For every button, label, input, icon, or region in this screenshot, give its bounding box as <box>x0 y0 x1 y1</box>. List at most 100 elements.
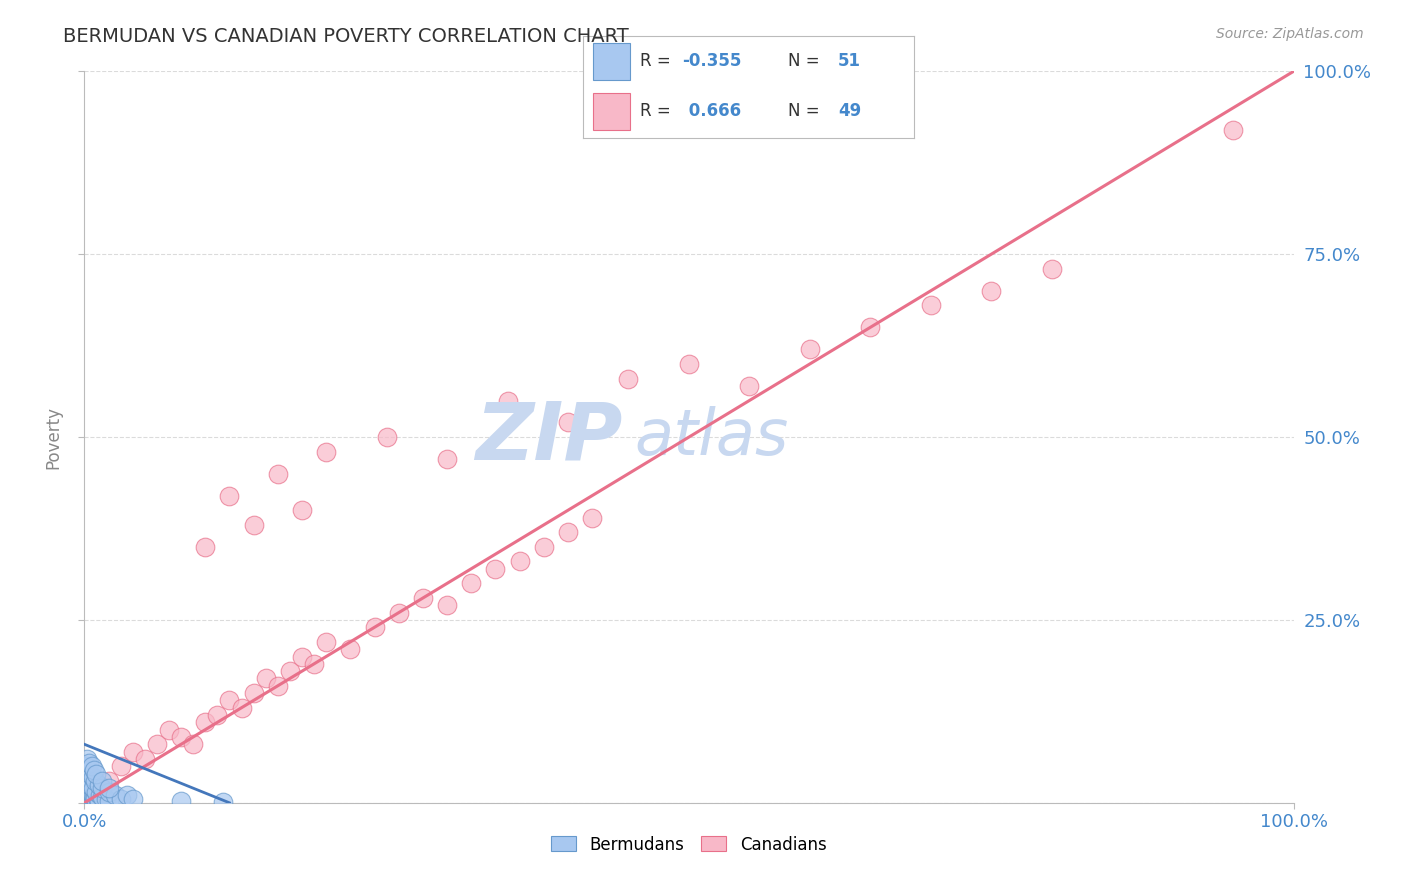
Bar <box>593 93 630 130</box>
Point <box>86 793 108 807</box>
Point <box>581 510 603 524</box>
Text: 0.666: 0.666 <box>683 102 741 120</box>
Point <box>1222 123 1244 137</box>
Point <box>80 792 103 806</box>
Point <box>82 781 104 796</box>
Point <box>77 789 100 804</box>
Point <box>170 730 193 744</box>
Point <box>242 517 264 532</box>
Text: atlas: atlas <box>634 406 789 468</box>
Point <box>110 792 132 806</box>
Point <box>76 770 98 784</box>
Point <box>194 540 217 554</box>
Point <box>75 781 97 796</box>
Point <box>80 787 103 801</box>
Point <box>291 649 314 664</box>
Point <box>77 789 100 803</box>
Point <box>315 635 337 649</box>
Point <box>75 773 97 788</box>
Point <box>76 778 98 792</box>
Point <box>115 789 138 803</box>
Point <box>254 672 277 686</box>
Point <box>89 789 111 803</box>
Point <box>194 715 217 730</box>
Point <box>484 562 506 576</box>
Point <box>84 794 107 808</box>
Point <box>278 664 301 678</box>
Point <box>86 795 108 809</box>
Point <box>218 489 240 503</box>
Point <box>181 737 204 751</box>
Text: 49: 49 <box>838 102 860 120</box>
Text: BERMUDAN VS CANADIAN POVERTY CORRELATION CHART: BERMUDAN VS CANADIAN POVERTY CORRELATION… <box>63 27 628 45</box>
Point <box>110 759 132 773</box>
Point <box>79 791 101 805</box>
Point <box>302 657 325 671</box>
Point <box>267 467 290 481</box>
Point <box>84 773 107 788</box>
Point <box>339 642 361 657</box>
Point <box>388 606 411 620</box>
Point <box>738 379 761 393</box>
Point <box>121 792 143 806</box>
Point <box>75 766 97 780</box>
Point <box>82 789 104 803</box>
Text: 51: 51 <box>838 52 860 70</box>
Point <box>557 416 579 430</box>
Point <box>75 759 97 773</box>
Text: R =: R = <box>640 102 671 120</box>
Point <box>436 599 458 613</box>
Point <box>157 723 180 737</box>
Point <box>94 792 117 806</box>
Point <box>97 794 120 808</box>
Point <box>207 708 229 723</box>
Point <box>86 785 108 799</box>
Point <box>218 693 240 707</box>
Point <box>91 781 114 796</box>
Point <box>87 794 110 808</box>
Point <box>557 525 579 540</box>
Point <box>134 752 156 766</box>
Point <box>80 759 103 773</box>
Point <box>79 785 101 799</box>
Point <box>242 686 264 700</box>
Point <box>315 444 337 458</box>
Point <box>920 298 942 312</box>
Point <box>76 785 98 799</box>
Point <box>79 766 101 780</box>
Point <box>82 770 104 784</box>
Point <box>509 554 531 568</box>
Point <box>82 793 104 807</box>
Point <box>412 591 434 605</box>
Point <box>97 773 120 788</box>
Point <box>212 795 235 809</box>
Text: -0.355: -0.355 <box>683 52 742 70</box>
Text: N =: N = <box>789 52 820 70</box>
Point <box>436 452 458 467</box>
Point <box>86 766 108 780</box>
Point <box>87 778 110 792</box>
Point <box>97 785 120 799</box>
Point <box>170 794 193 808</box>
Point <box>121 745 143 759</box>
Point <box>460 576 482 591</box>
Point <box>980 284 1002 298</box>
Point <box>77 781 100 796</box>
Bar <box>593 43 630 79</box>
Point <box>77 773 100 788</box>
Point <box>76 752 98 766</box>
Legend: Bermudans, Canadians: Bermudans, Canadians <box>544 829 834 860</box>
Point <box>617 371 640 385</box>
Point <box>83 789 105 804</box>
Point <box>363 620 385 634</box>
Point <box>267 679 290 693</box>
Point <box>678 357 700 371</box>
Text: N =: N = <box>789 102 820 120</box>
Point <box>91 789 114 804</box>
Point <box>859 320 882 334</box>
Text: Source: ZipAtlas.com: Source: ZipAtlas.com <box>1216 27 1364 41</box>
Point <box>1040 261 1063 276</box>
Point <box>799 343 821 357</box>
Point <box>77 763 100 777</box>
Text: ZIP: ZIP <box>475 398 623 476</box>
